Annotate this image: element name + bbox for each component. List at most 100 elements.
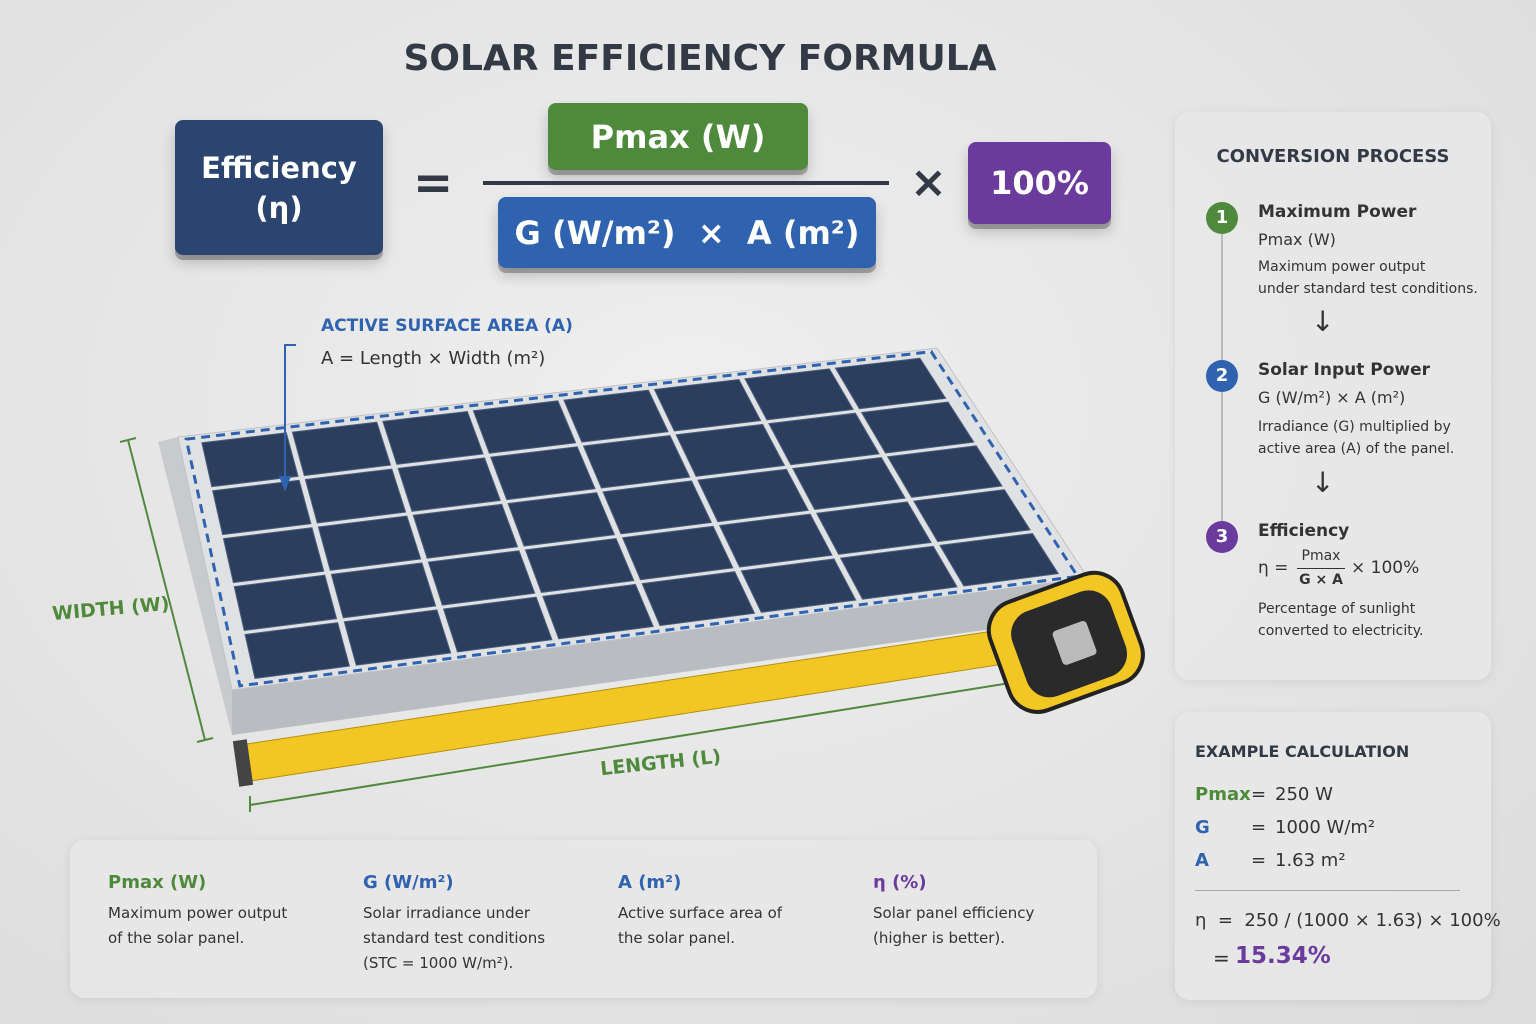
solar-cell [472, 400, 577, 454]
solar-cell [412, 503, 519, 559]
solar-cell [697, 468, 809, 523]
solar-cell [427, 550, 536, 606]
result-expression: η = 250 / (1000 × 1.63) × 100% [1195, 910, 1501, 931]
formula-num: Pmax [1301, 548, 1341, 564]
solar-cell [653, 378, 762, 432]
example-label: Pmax [1195, 784, 1251, 805]
active-area-outline [184, 350, 1081, 688]
solar-cell [860, 401, 975, 454]
multiplier-box: 100% [968, 142, 1111, 224]
solar-cell [602, 480, 713, 535]
step-title: Efficiency [1258, 521, 1350, 541]
solar-cell [768, 412, 880, 466]
solar-cell [675, 423, 786, 477]
solar-cell [201, 432, 299, 488]
step-desc: Percentage of sunlight [1258, 601, 1416, 617]
solar-cell [839, 545, 958, 600]
step-title: Solar Input Power [1258, 360, 1431, 380]
definition-line: Maximum power output [108, 904, 288, 922]
solar-cell [524, 537, 635, 593]
process-card: CONVERSION PROCESS ↓ ↓ 1 Maximum Power P… [1175, 112, 1491, 680]
solar-cell [304, 468, 407, 524]
step-number: 2 [1206, 360, 1238, 392]
example-equals: = [1251, 817, 1267, 838]
denominator: G (W/m²) × A (m²) [514, 213, 860, 252]
title: SOLAR EFFICIENCY FORMULA [403, 38, 997, 79]
panel-front [232, 578, 1092, 735]
numerator: Pmax (W) [590, 117, 766, 156]
solar-cell [542, 583, 654, 640]
formula-den: G × A [1299, 572, 1343, 588]
solar-cell [834, 357, 947, 410]
solar-cell [212, 479, 312, 536]
length-dimension [249, 682, 1011, 806]
solar-cell [815, 501, 932, 555]
example-equals: = [1251, 850, 1267, 871]
formula-rhs: × 100% [1351, 558, 1420, 578]
step-desc: Maximum power output [1258, 259, 1426, 275]
denominator-box: G (W/m²) × A (m²) [498, 197, 876, 268]
solar-cell [563, 389, 669, 443]
definition-line: Solar panel efficiency [873, 904, 1035, 922]
divider [1195, 890, 1460, 891]
solar-cell [792, 457, 906, 511]
definition-line: Active surface area of [618, 904, 783, 922]
panel-illustration [119, 344, 1145, 812]
numerator-box: Pmax (W) [548, 103, 808, 170]
solar-cell [442, 596, 553, 653]
solar-cell [233, 574, 338, 632]
step-number: 1 [1206, 202, 1238, 234]
definition-line: (higher is better). [873, 929, 1005, 947]
solar-cell [886, 445, 1003, 498]
solar-cell [291, 421, 392, 477]
panel-side [158, 437, 232, 735]
dim-tick [196, 737, 214, 743]
definition-term: Pmax (W) [108, 872, 207, 893]
arrow: ↓ [1311, 305, 1335, 338]
solar-cell [641, 571, 756, 627]
solar-cell [317, 515, 422, 571]
solar-cell [912, 489, 1031, 543]
callout-line [284, 344, 296, 480]
solar-cell [382, 410, 484, 465]
definition-term: η (%) [873, 872, 927, 893]
step-desc: active area (A) of the panel. [1258, 441, 1455, 457]
fraction-bar [483, 181, 889, 185]
step-desc: Irradiance (G) multiplied by [1258, 419, 1451, 435]
width-dimension [127, 439, 206, 741]
example-label: G [1195, 817, 1210, 838]
solar-cell [740, 558, 857, 613]
step-title: Maximum Power [1258, 202, 1417, 222]
definition-line: Solar irradiance under [363, 904, 530, 922]
example-label: A [1195, 850, 1209, 871]
efficiency-box: Efficiency (η) [175, 120, 383, 255]
area-formula: A = Length × Width (m²) [321, 348, 546, 369]
solar-cell [939, 532, 1060, 587]
solar-cell [718, 513, 833, 568]
definitions-card: Pmax (W) Maximum power output of the solar… [70, 840, 1097, 998]
definition-line: (STC = 1000 W/m²). [363, 954, 514, 972]
case-button [1052, 620, 1097, 665]
definition-line: of the solar panel. [108, 929, 245, 947]
example-equals: = [1251, 784, 1267, 805]
definition-line: standard test conditions [363, 929, 546, 947]
solar-cell [397, 457, 501, 512]
solar-cell [507, 492, 616, 547]
example-value: 1.63 m² [1275, 850, 1346, 871]
solar-cell [744, 368, 854, 421]
solar-cell [490, 446, 596, 501]
step-desc: converted to electricity. [1258, 623, 1424, 639]
example-value: 250 W [1275, 784, 1333, 805]
example-card: EXAMPLE CALCULATION Pmax = 250 W G = 1000 W/m… [1175, 712, 1501, 1000]
example-value: 1000 W/m² [1275, 817, 1376, 838]
step-subtitle: G (W/m²) × A (m²) [1258, 388, 1406, 407]
formula-bar [1297, 568, 1345, 569]
example-title: EXAMPLE CALCULATION [1195, 742, 1410, 761]
lhs-line: (η) [255, 190, 303, 225]
area-label: ACTIVE SURFACE AREA (A) [321, 316, 573, 336]
solar-cell [330, 562, 437, 619]
solar-cell [621, 525, 734, 581]
multiplier: 100% [990, 164, 1089, 202]
times-sign: × [910, 157, 947, 208]
definition-term: A (m²) [618, 872, 682, 893]
